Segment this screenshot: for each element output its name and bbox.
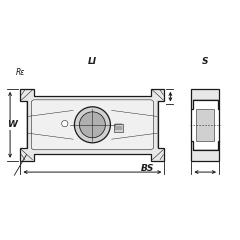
Circle shape [74,107,110,143]
Text: W: W [6,120,17,129]
Circle shape [62,120,68,127]
Text: BS: BS [141,164,154,173]
Polygon shape [192,89,219,109]
Circle shape [79,112,105,138]
Polygon shape [20,89,164,161]
Polygon shape [31,100,153,150]
Bar [196,109,214,141]
Text: S: S [202,57,209,66]
Bar [114,124,123,132]
Text: LI: LI [88,57,97,66]
Text: Rε: Rε [16,68,25,77]
Polygon shape [192,141,219,161]
